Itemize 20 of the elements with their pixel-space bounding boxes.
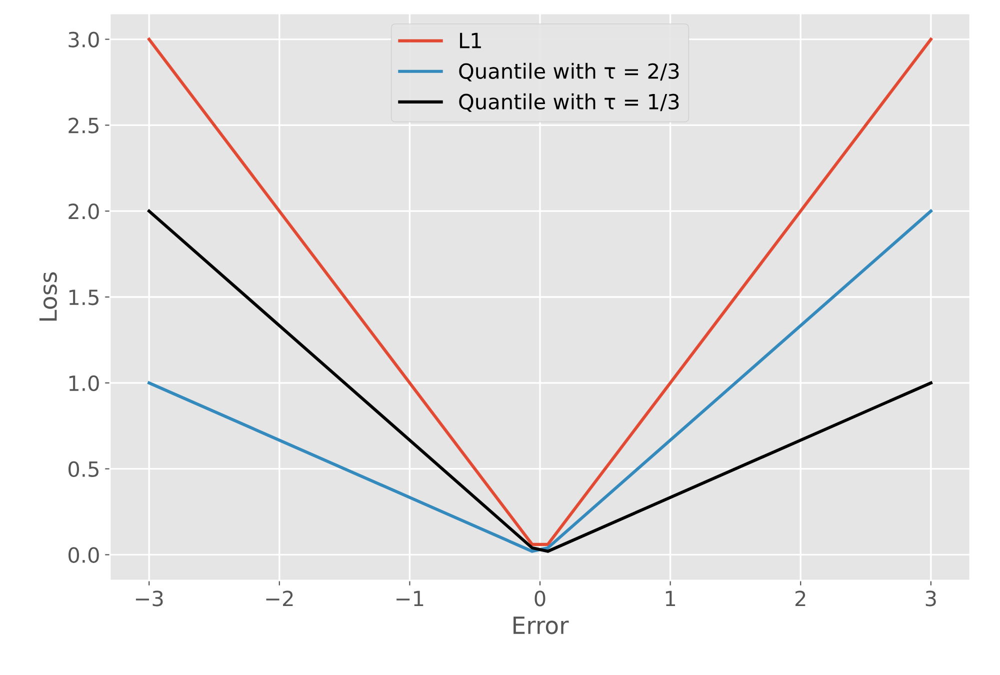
y-tick-label: 2.0 (68, 204, 99, 220)
line-series (148, 210, 932, 553)
x-tick-label: 0 (534, 590, 546, 606)
x-tick-label: 2 (796, 590, 806, 606)
y-tick-label: 1.5 (69, 290, 98, 306)
legend-label: L1 (460, 32, 481, 48)
legend-label: Quantile with τ = 1/3 (459, 93, 679, 112)
x-tick-label: −3 (136, 590, 163, 606)
y-tick-label: 3.0 (68, 32, 99, 48)
y-tick-label: 2.5 (68, 118, 98, 134)
x-tick-label: 3 (926, 590, 936, 606)
y-tick-label: 1.0 (69, 375, 99, 392)
x-tick-label: −2 (266, 590, 293, 606)
y-axis-title: Loss (39, 272, 58, 321)
x-tick-label: −1 (396, 590, 424, 606)
y-tick-label: 0.5 (68, 461, 98, 478)
x-axis-title: Error (514, 616, 569, 634)
y-tick-label: 0.0 (68, 547, 99, 563)
x-tick-label: 1 (666, 590, 676, 606)
legend-label: Quantile with τ = 2/3 (459, 62, 679, 82)
